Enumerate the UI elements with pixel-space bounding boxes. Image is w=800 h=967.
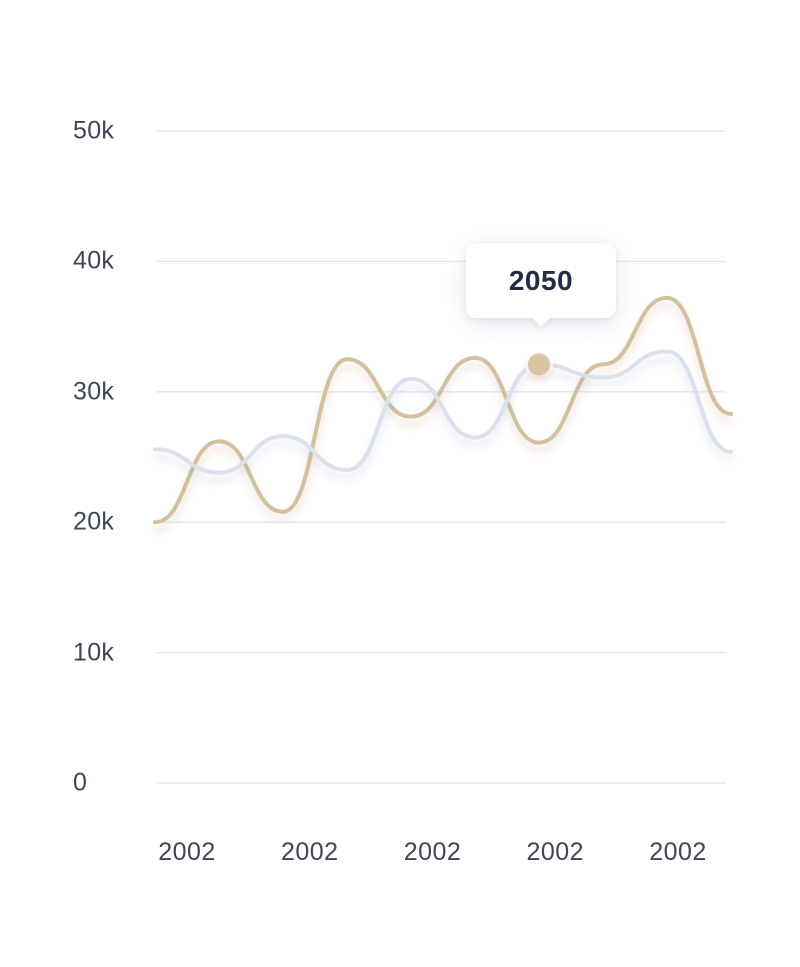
y-tick-label-0: 0 xyxy=(73,768,88,797)
tooltip: 2050 xyxy=(466,243,616,328)
x-tick-label-4: 2002 xyxy=(526,838,585,866)
y-tick-label-40k: 40k xyxy=(73,246,115,275)
line-series-gray[interactable] xyxy=(153,349,733,475)
y-tick-label-20k: 20k xyxy=(73,507,115,536)
x-tick-label-2: 2002 xyxy=(280,838,339,866)
series-lines xyxy=(153,295,733,525)
x-tick-label-5: 2002 xyxy=(649,838,707,866)
hover-marker[interactable] xyxy=(525,350,553,379)
y-tick-label-30k: 30k xyxy=(73,377,115,406)
x-tick-label-1: 2002 xyxy=(158,838,216,866)
line-series-tan[interactable] xyxy=(153,295,733,525)
x-tick-label-3: 2002 xyxy=(403,838,462,866)
tooltip-value: 2050 xyxy=(508,264,574,296)
y-tick-label-10k: 10k xyxy=(73,638,115,667)
marker-dot[interactable] xyxy=(528,353,550,376)
y-tick-label-50k: 50k xyxy=(73,116,115,145)
